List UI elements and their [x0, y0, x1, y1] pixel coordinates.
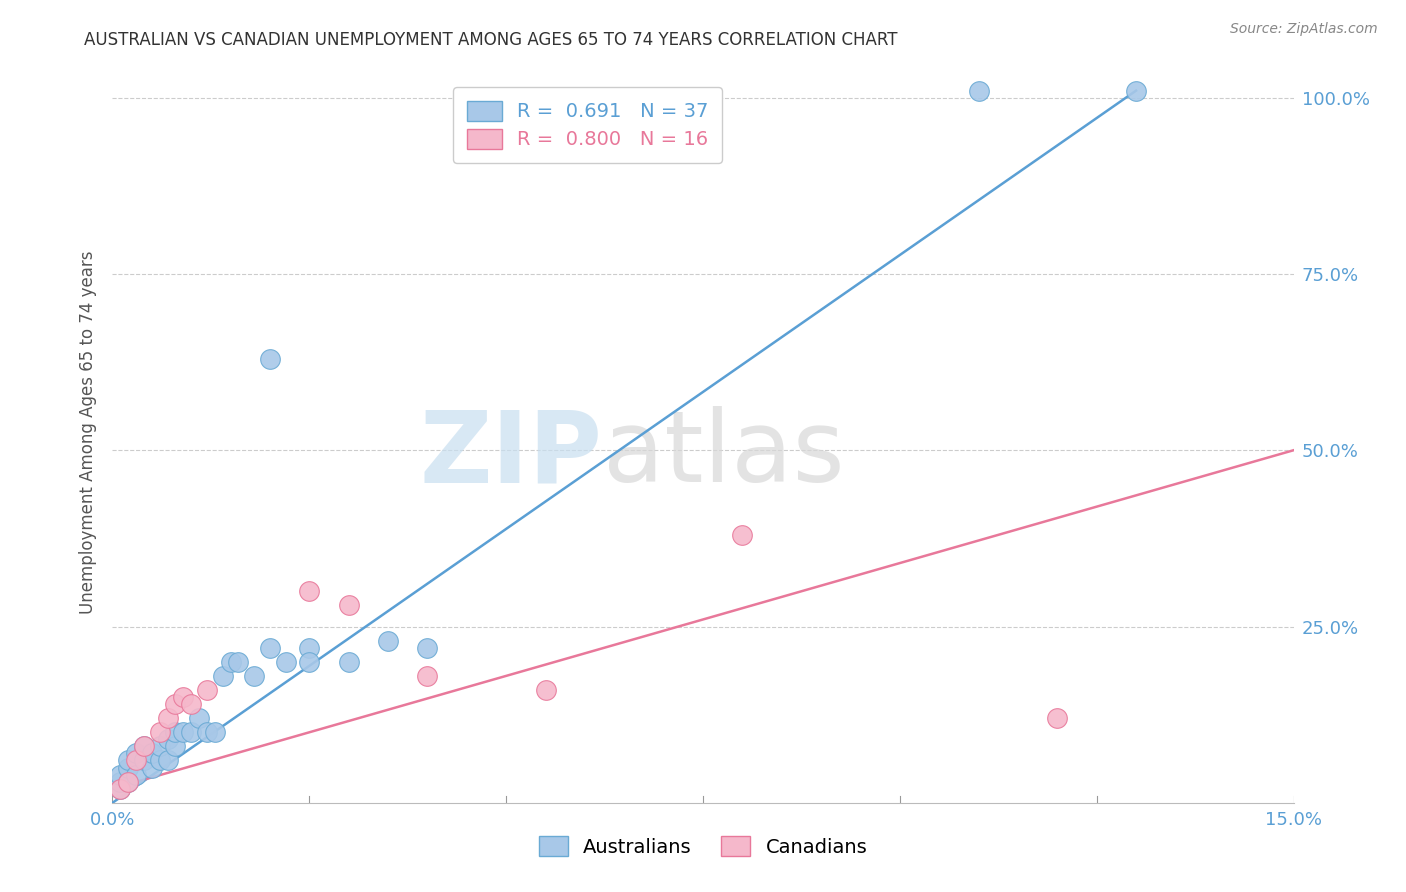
- Point: [125, 767, 148, 781]
- Point: [377, 633, 399, 648]
- Point: [165, 725, 187, 739]
- Point: [180, 725, 202, 739]
- Point: [180, 697, 202, 711]
- Point: [259, 640, 281, 655]
- Point: [125, 747, 148, 761]
- Point: [274, 655, 297, 669]
- Point: [132, 739, 155, 754]
- Point: [156, 732, 179, 747]
- Point: [117, 774, 139, 789]
- Point: [117, 754, 139, 768]
- Point: [298, 640, 321, 655]
- Point: [731, 528, 754, 542]
- Point: [298, 655, 321, 669]
- Point: [132, 739, 155, 754]
- Point: [188, 711, 211, 725]
- Point: [149, 725, 172, 739]
- Point: [141, 747, 163, 761]
- Point: [172, 690, 194, 704]
- Point: [204, 725, 226, 739]
- Point: [165, 697, 187, 711]
- Point: [156, 754, 179, 768]
- Point: [125, 754, 148, 768]
- Point: [156, 711, 179, 725]
- Text: atlas: atlas: [603, 407, 844, 503]
- Point: [1046, 711, 1069, 725]
- Point: [211, 669, 233, 683]
- Point: [132, 754, 155, 768]
- Point: [259, 351, 281, 366]
- Legend: R =  0.691   N = 37, R =  0.800   N = 16: R = 0.691 N = 37, R = 0.800 N = 16: [453, 87, 723, 163]
- Point: [416, 669, 439, 683]
- Point: [141, 760, 163, 774]
- Text: Source: ZipAtlas.com: Source: ZipAtlas.com: [1230, 22, 1378, 37]
- Point: [534, 683, 557, 698]
- Point: [117, 760, 139, 774]
- Point: [110, 774, 132, 789]
- Point: [110, 781, 132, 796]
- Point: [243, 669, 266, 683]
- Point: [117, 774, 139, 789]
- Point: [110, 781, 132, 796]
- Point: [149, 739, 172, 754]
- Point: [149, 754, 172, 768]
- Point: [228, 655, 250, 669]
- Point: [165, 739, 187, 754]
- Point: [967, 84, 990, 98]
- Point: [172, 725, 194, 739]
- Point: [195, 725, 218, 739]
- Point: [337, 655, 360, 669]
- Point: [1125, 84, 1147, 98]
- Point: [219, 655, 242, 669]
- Text: AUSTRALIAN VS CANADIAN UNEMPLOYMENT AMONG AGES 65 TO 74 YEARS CORRELATION CHART: AUSTRALIAN VS CANADIAN UNEMPLOYMENT AMON…: [84, 31, 898, 49]
- Point: [416, 640, 439, 655]
- Point: [337, 599, 360, 613]
- Text: ZIP: ZIP: [420, 407, 603, 503]
- Point: [298, 584, 321, 599]
- Legend: Australians, Canadians: Australians, Canadians: [530, 829, 876, 864]
- Point: [110, 767, 132, 781]
- Point: [195, 683, 218, 698]
- Y-axis label: Unemployment Among Ages 65 to 74 years: Unemployment Among Ages 65 to 74 years: [79, 251, 97, 615]
